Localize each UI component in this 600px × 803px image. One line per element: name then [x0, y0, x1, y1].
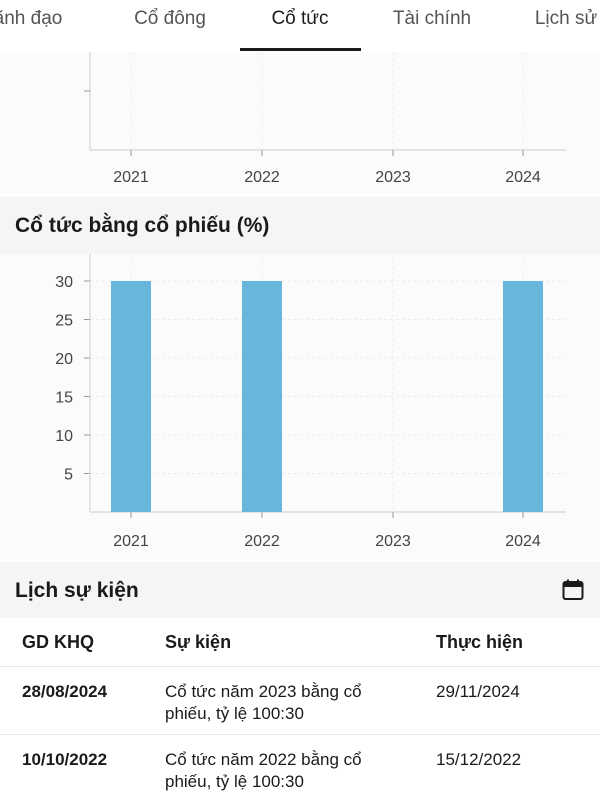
column-header-date: GD KHQ [22, 632, 94, 652]
tab-history[interactable]: Lịch sử [534, 8, 598, 29]
y-tick-label: 10 [55, 428, 73, 445]
table-row[interactable]: 28/08/2024 Cổ tức năm 2023 bằng cổ phiếu… [0, 666, 600, 735]
cash-dividend-chart: 2021 2022 2023 2024 [0, 52, 600, 194]
event-exec-date: 15/12/2022 [436, 750, 522, 769]
events-header: Lịch sự kiện [0, 562, 600, 618]
tab-finance[interactable]: Tài chính [392, 8, 472, 29]
section-title: Cổ tức bằng cổ phiếu (%) [15, 214, 270, 237]
stock-dividend-chart-svg: 5 10 15 20 25 30 2021 2022 2023 2024 [55, 254, 566, 550]
x-tick-label: 2022 [244, 533, 280, 550]
y-tick-label: 5 [64, 467, 73, 484]
bar-2024[interactable] [503, 281, 543, 512]
event-date: 10/10/2022 [22, 750, 108, 769]
tab-shareholders[interactable]: Cổ đông [134, 8, 206, 29]
cash-dividend-chart-svg: 2021 2022 2023 2024 [84, 52, 566, 186]
bar-2021[interactable] [111, 281, 151, 512]
column-header-event: Sự kiện [165, 632, 232, 652]
x-tick-label: 2021 [113, 533, 149, 550]
x-tick-label: 2022 [244, 169, 280, 186]
x-tick-label: 2024 [505, 169, 541, 186]
x-tick-label: 2024 [505, 533, 541, 550]
column-header-exec: Thực hiện [436, 632, 524, 652]
tab-dividends[interactable]: Cổ tức [271, 8, 329, 29]
y-tick-label: 20 [55, 351, 73, 368]
stock-dividend-header: Cổ tức bằng cổ phiếu (%) [0, 196, 600, 254]
x-tick-label: 2023 [375, 169, 411, 186]
x-tick-label: 2023 [375, 533, 411, 550]
calendar-icon[interactable] [562, 579, 584, 601]
event-date: 28/08/2024 [22, 682, 108, 701]
active-tab-indicator [240, 48, 361, 51]
event-desc-line2: phiếu, tỷ lệ 100:30 [165, 772, 304, 791]
stock-dividend-chart: 5 10 15 20 25 30 2021 2022 2023 2024 [0, 254, 600, 560]
event-desc-line2: phiếu, tỷ lệ 100:30 [165, 704, 304, 723]
section-title: Lịch sự kiện [15, 579, 139, 602]
y-tick-label: 15 [55, 390, 73, 407]
event-desc-line1: Cổ tức năm 2022 bằng cổ [165, 750, 362, 769]
bar-2022[interactable] [242, 281, 282, 512]
table-row[interactable]: 10/10/2022 Cổ tức năm 2022 bằng cổ phiếu… [0, 734, 600, 803]
y-tick-label: 25 [55, 313, 73, 330]
tab-leadership[interactable]: ãnh đạo [0, 8, 63, 29]
x-tick-label: 2021 [113, 169, 149, 186]
y-tick-label: 30 [55, 274, 73, 291]
event-desc-line1: Cổ tức năm 2023 bằng cổ [165, 682, 362, 701]
event-exec-date: 29/11/2024 [436, 682, 520, 701]
tab-bar: ãnh đạo Cổ đông Cổ tức Tài chính Lịch sử [0, 0, 600, 53]
